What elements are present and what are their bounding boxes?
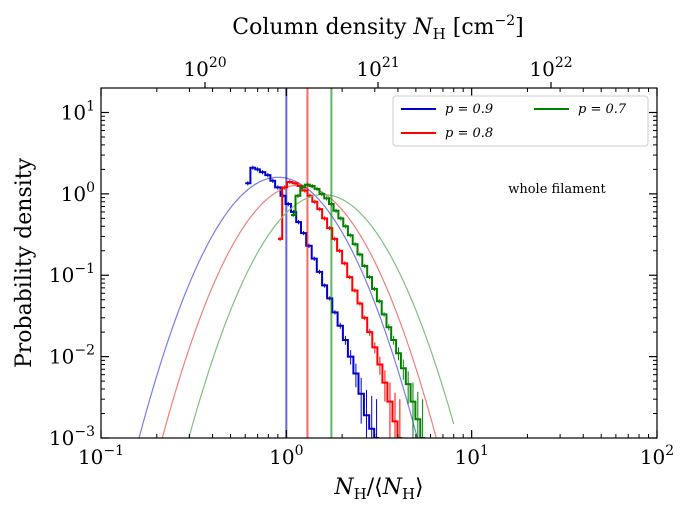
legend: p = 0.9 p = 0.8 p = 0.7 xyxy=(392,95,649,147)
x-tick-label: 101 xyxy=(454,443,488,469)
whole-filament-annotation: whole filament xyxy=(508,182,606,197)
y-tick-label: 100 xyxy=(61,180,95,206)
x-axis-title: NH/⟨NH⟩ xyxy=(333,475,423,503)
legend-label-p09: p = 0.9 xyxy=(445,102,493,117)
histogram-series-0 xyxy=(245,166,379,438)
y-tick-label: 10−3 xyxy=(49,424,95,450)
y-tick-label: 10−1 xyxy=(49,261,95,287)
legend-label-p08: p = 0.8 xyxy=(445,126,493,141)
fit-curve-series-0 xyxy=(138,176,418,438)
y-tick-label: 10−2 xyxy=(49,343,95,369)
top-tick-label: 1022 xyxy=(529,55,572,81)
y-tick-label: 101 xyxy=(61,98,95,124)
top-tick-label: 1021 xyxy=(356,55,399,81)
histogram-series-2 xyxy=(291,183,425,438)
top-axis-title: Column density NH [cm−2] xyxy=(232,13,524,43)
x-tick-label: 10−1 xyxy=(78,443,124,469)
legend-label-p07: p = 0.7 xyxy=(578,102,627,117)
top-tick-label: 1020 xyxy=(183,55,226,81)
fit-curve-series-2 xyxy=(188,194,455,438)
plot-frame xyxy=(100,87,658,439)
x-tick-label: 102 xyxy=(640,443,674,469)
y-axis-title: Probability density xyxy=(12,157,37,368)
x-tick-label: 100 xyxy=(269,443,303,469)
histogram-series-1 xyxy=(277,181,403,438)
legend-box xyxy=(392,95,649,147)
